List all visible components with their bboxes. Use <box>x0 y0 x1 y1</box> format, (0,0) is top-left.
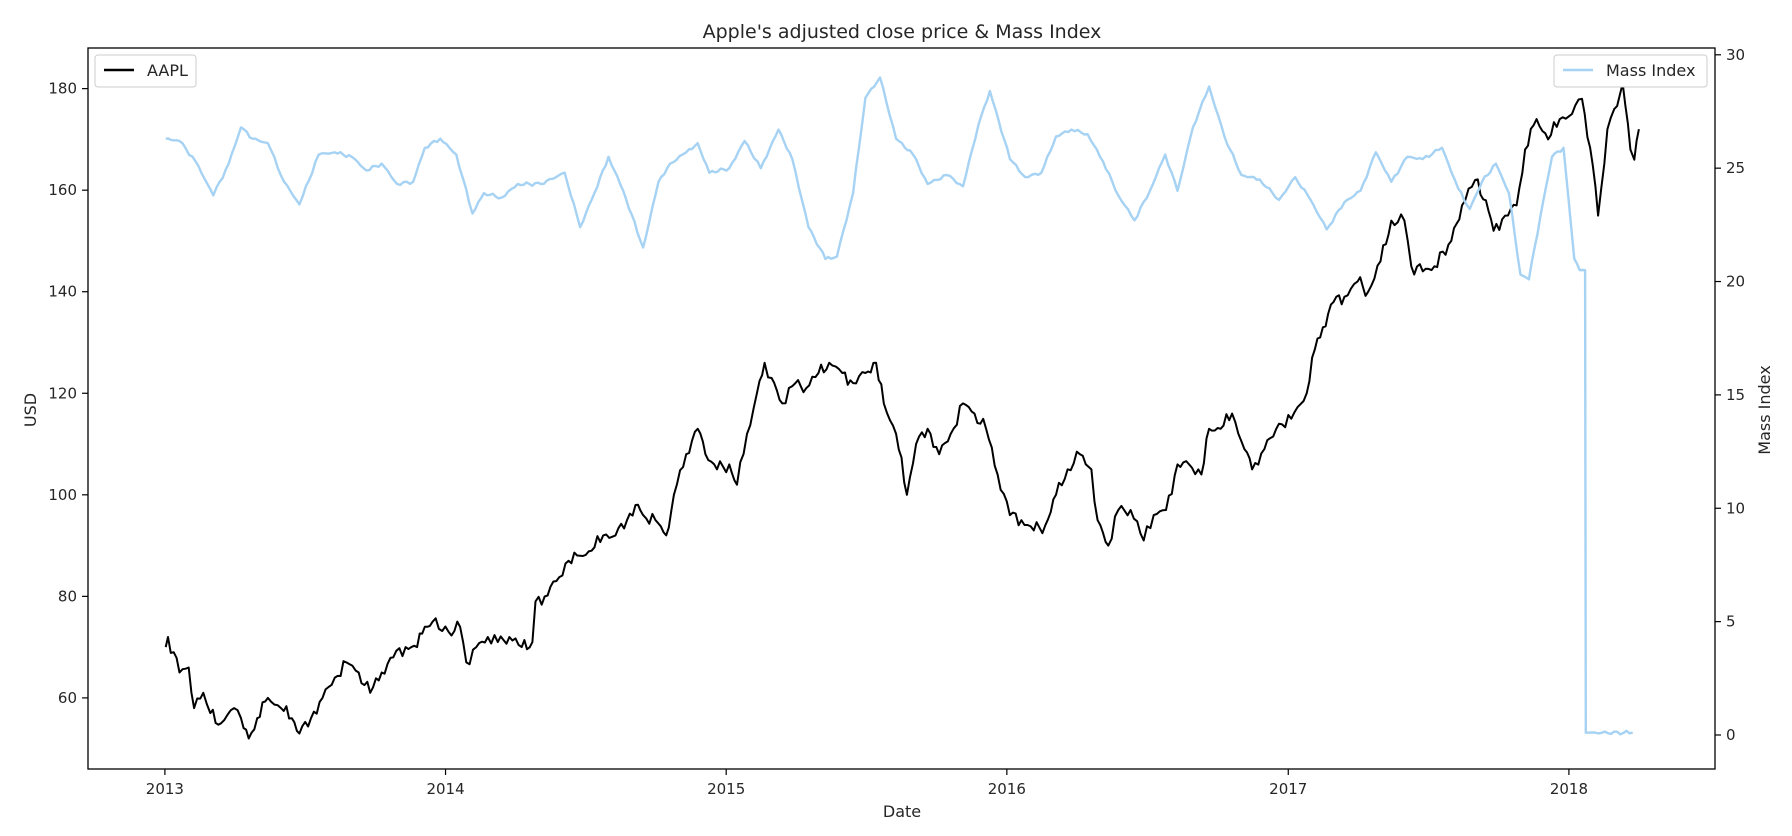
series-line-aapl <box>164 82 1640 740</box>
x-tick-label: 2018 <box>1550 780 1588 798</box>
legend-label: AAPL <box>147 61 188 80</box>
x-tick-label: 2014 <box>426 780 464 798</box>
legend-box <box>1553 54 1708 88</box>
x-tick-label: 2016 <box>988 780 1026 798</box>
y2-tick-label: 15 <box>1726 386 1745 404</box>
y-tick-label: 120 <box>48 384 77 402</box>
x-tick-label: 2017 <box>1269 780 1307 798</box>
y-tick-label: 80 <box>58 587 77 605</box>
y-axis-right: 0 5 10 15 20 25 30 <box>1715 46 1745 744</box>
y-axis-title: USD <box>21 393 40 427</box>
x-axis-title: Date <box>883 802 921 821</box>
chart-title: Apple's adjusted close price & Mass Inde… <box>703 21 1102 43</box>
y2-tick-label: 20 <box>1726 273 1745 291</box>
y-tick-label: 140 <box>48 283 77 301</box>
legend-label: Mass Index <box>1606 61 1695 80</box>
y-axis-left: 60 80 100 120 140 160 180 <box>48 80 88 707</box>
y-tick-label: 100 <box>48 486 77 504</box>
y2-tick-label: 30 <box>1726 46 1745 64</box>
y-tick-label: 160 <box>48 181 77 199</box>
y2-tick-label: 25 <box>1726 159 1745 177</box>
legend-mass-index: Mass Index <box>1553 54 1708 88</box>
y2-tick-label: 10 <box>1726 499 1745 517</box>
y-tick-label: 60 <box>58 689 77 707</box>
y2-tick-label: 0 <box>1726 726 1736 744</box>
plot-frame <box>87 47 1716 770</box>
y2-tick-label: 5 <box>1726 613 1736 631</box>
y-tick-label: 180 <box>48 80 77 98</box>
legend-box <box>94 54 197 88</box>
x-tick-label: 2013 <box>146 780 184 798</box>
series-layer <box>164 76 1640 740</box>
legend-aapl: AAPL <box>94 54 197 88</box>
x-tick-label: 2015 <box>707 780 745 798</box>
series-line-mass-index <box>165 76 1633 736</box>
x-axis: 2013 2014 2015 2016 2017 2018 <box>146 769 1588 798</box>
y2-axis-title: Mass Index <box>1755 365 1774 454</box>
